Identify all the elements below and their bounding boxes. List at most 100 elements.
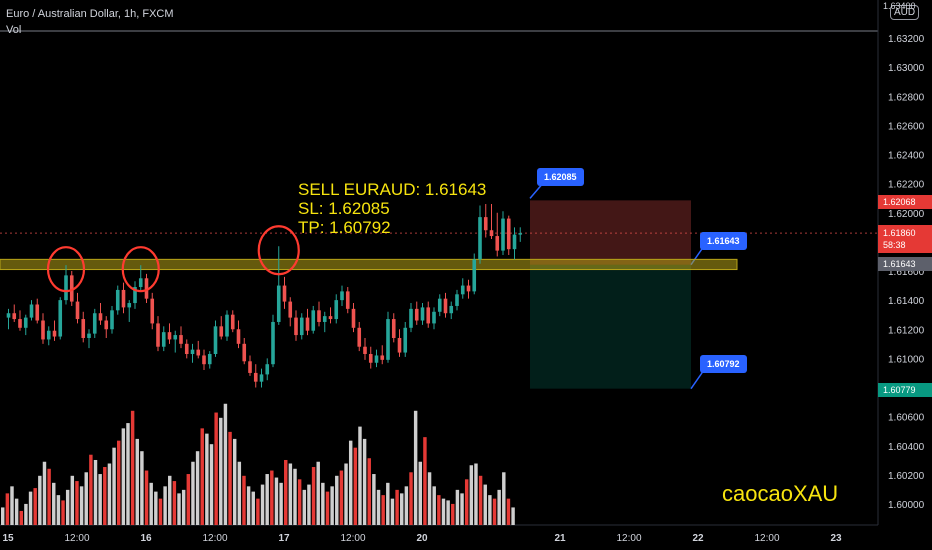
volume-bar [47, 468, 51, 525]
volume-bar [409, 472, 413, 525]
candle-body [127, 303, 132, 308]
volume-bar [288, 463, 293, 525]
volume-bar [237, 461, 242, 525]
time-tick-label: 12:00 [202, 533, 227, 544]
candle-body [190, 349, 195, 355]
trade-annotation[interactable]: SELL EURAUD: 1.61643 SL: 1.62085 TP: 1.6… [298, 180, 486, 237]
candle-body [98, 313, 103, 321]
volume-bar [135, 438, 139, 525]
candle-body [276, 285, 281, 322]
volume-bar [404, 486, 409, 525]
highlight-circles [46, 225, 300, 293]
price-tick-label: 1.61000 [888, 354, 925, 365]
volume-bar [413, 410, 418, 525]
volume-bar [61, 500, 65, 525]
volume-bar [316, 461, 320, 525]
volume-indicator-label[interactable]: Vol [6, 24, 22, 36]
price-label-last: 1.61860 58:38 [878, 225, 932, 253]
candle-body [455, 294, 459, 306]
currency-badge[interactable]: AUD [890, 5, 920, 20]
annotation-sl-line: SL: 1.62085 [298, 199, 390, 218]
candle-body [161, 332, 166, 347]
volume-bar [246, 486, 251, 525]
candle-body [363, 346, 367, 355]
volume-bar [103, 467, 107, 525]
price-tick-label: 1.60400 [888, 442, 925, 453]
candle-body [213, 326, 218, 355]
volume-bar [302, 489, 307, 525]
volume-bar [279, 482, 283, 525]
price-tick-label: 1.62400 [888, 151, 925, 162]
price-tick-label: 1.62200 [888, 180, 925, 191]
volume-bar [506, 498, 511, 525]
time-axis[interactable]: 15 12:00 16 12:00 17 12:00 20 21 12:00 22 12:00 23 [2, 533, 842, 544]
price-label-top-cut: 1.63400 [883, 1, 916, 11]
annotation-tp-line: TP: 1.60792 [298, 218, 391, 237]
time-tick-label: 17 [278, 533, 290, 544]
volume-bar [200, 428, 204, 525]
volume-bar [358, 426, 362, 525]
volume-bar [321, 482, 325, 525]
price-tick-label: 1.63000 [888, 63, 925, 74]
candle-body [299, 317, 304, 336]
volume-bar [284, 459, 288, 525]
price-tick-label: 1.62000 [888, 209, 925, 220]
short-position-tool[interactable] [0, 181, 878, 390]
volume-bar [400, 493, 404, 525]
candle-body [472, 259, 477, 292]
volume-bar [14, 498, 19, 525]
volume-bar [186, 474, 191, 525]
volume-bar [181, 489, 186, 525]
volume-bar [372, 474, 376, 525]
volume-bar [79, 486, 84, 525]
volume-bar [209, 444, 214, 525]
volume-bar [270, 470, 274, 525]
candle-body [460, 285, 465, 295]
time-tick-label: 22 [692, 533, 704, 544]
candle-body [374, 355, 379, 363]
volume-bar [488, 495, 492, 525]
volume-bar [191, 461, 195, 525]
candle-body [179, 335, 183, 344]
volume-bar [418, 461, 423, 525]
take-profit-tag[interactable]: 1.60792 [700, 355, 747, 373]
candle-body [351, 308, 356, 328]
volume-bar [10, 486, 14, 525]
candle-body [58, 300, 63, 337]
volume-bar [478, 475, 483, 525]
price-label-target: 1.60779 [878, 383, 932, 397]
volume-bar [38, 475, 42, 525]
volume-bar [89, 454, 93, 525]
candles [6, 204, 523, 388]
volume-bar [460, 493, 464, 525]
volume-bar [107, 463, 112, 525]
volume-bar [474, 463, 478, 525]
price-label-stop: 1.62068 [878, 195, 932, 209]
time-tick-label: 16 [140, 533, 152, 544]
candle-body [305, 317, 310, 331]
time-tick-label: 15 [2, 533, 14, 544]
candle-body [92, 313, 97, 334]
volume-bar [492, 498, 497, 525]
candle-body [121, 289, 126, 308]
stop-loss-tag[interactable]: 1.62085 [537, 168, 584, 186]
entry-tag[interactable]: 1.61643 [700, 232, 747, 250]
take-profit-area [530, 264, 691, 389]
last-price-value: 1.61860 [883, 228, 916, 238]
candle-body [443, 298, 448, 314]
time-tick-label: 21 [554, 533, 566, 544]
volume-bar [228, 431, 232, 525]
volume-bar [437, 495, 441, 525]
candle-body [133, 287, 137, 304]
resistance-zone[interactable] [0, 258, 738, 271]
time-tick-label: 12:00 [754, 533, 779, 544]
candle-body [144, 278, 149, 299]
candle-body [64, 275, 68, 301]
candle-body [87, 333, 91, 338]
volume-bar [223, 403, 228, 525]
symbol-title[interactable]: Euro / Australian Dollar, 1h, FXCM [6, 8, 174, 20]
price-axis[interactable]: 1.63200 1.63000 1.62800 1.62600 1.62400 1.622… [888, 34, 925, 511]
volume-bar [386, 482, 390, 525]
time-tick-label: 12:00 [616, 533, 641, 544]
